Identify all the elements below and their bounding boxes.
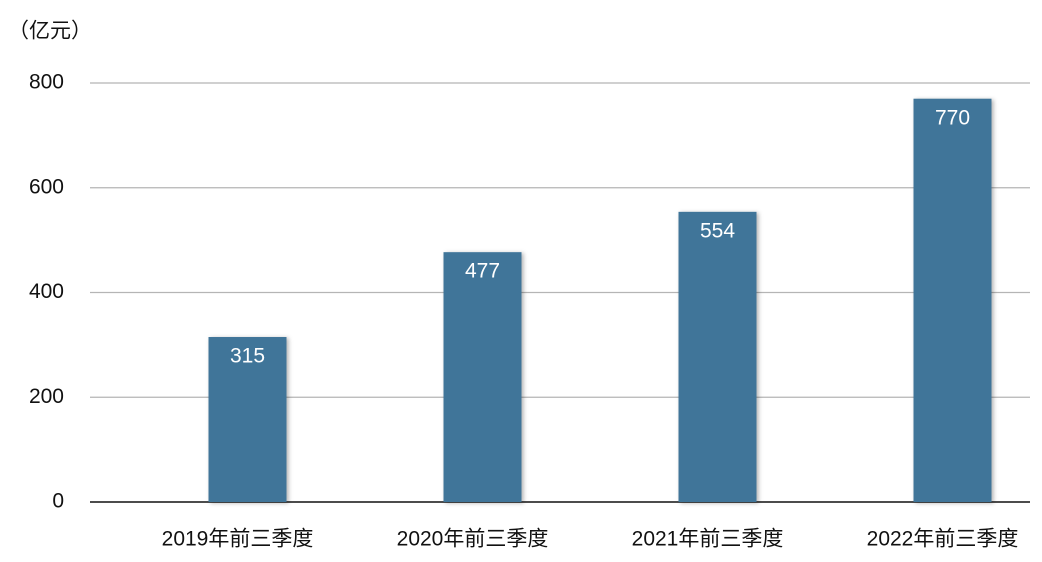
data-label: 315 bbox=[230, 345, 265, 368]
data-label: 554 bbox=[700, 219, 735, 242]
y-tick-label: 0 bbox=[52, 490, 64, 513]
bar bbox=[208, 337, 287, 502]
y-tick-label: 600 bbox=[29, 175, 64, 198]
y-axis-label: （亿元） bbox=[8, 20, 92, 43]
x-tick-label: 2021年前三季度 bbox=[632, 528, 784, 551]
data-label: 477 bbox=[465, 260, 500, 283]
x-tick-label: 2022年前三季度 bbox=[867, 528, 1019, 551]
y-tick-label: 800 bbox=[29, 71, 64, 94]
y-tick-label: 200 bbox=[29, 385, 64, 408]
bar bbox=[443, 252, 522, 502]
bar bbox=[678, 211, 757, 502]
bar bbox=[913, 98, 992, 503]
x-tick-label: 2020年前三季度 bbox=[397, 528, 549, 551]
data-label: 770 bbox=[935, 106, 970, 129]
x-tick-label: 2019年前三季度 bbox=[162, 528, 314, 551]
y-tick-label: 400 bbox=[29, 280, 64, 303]
